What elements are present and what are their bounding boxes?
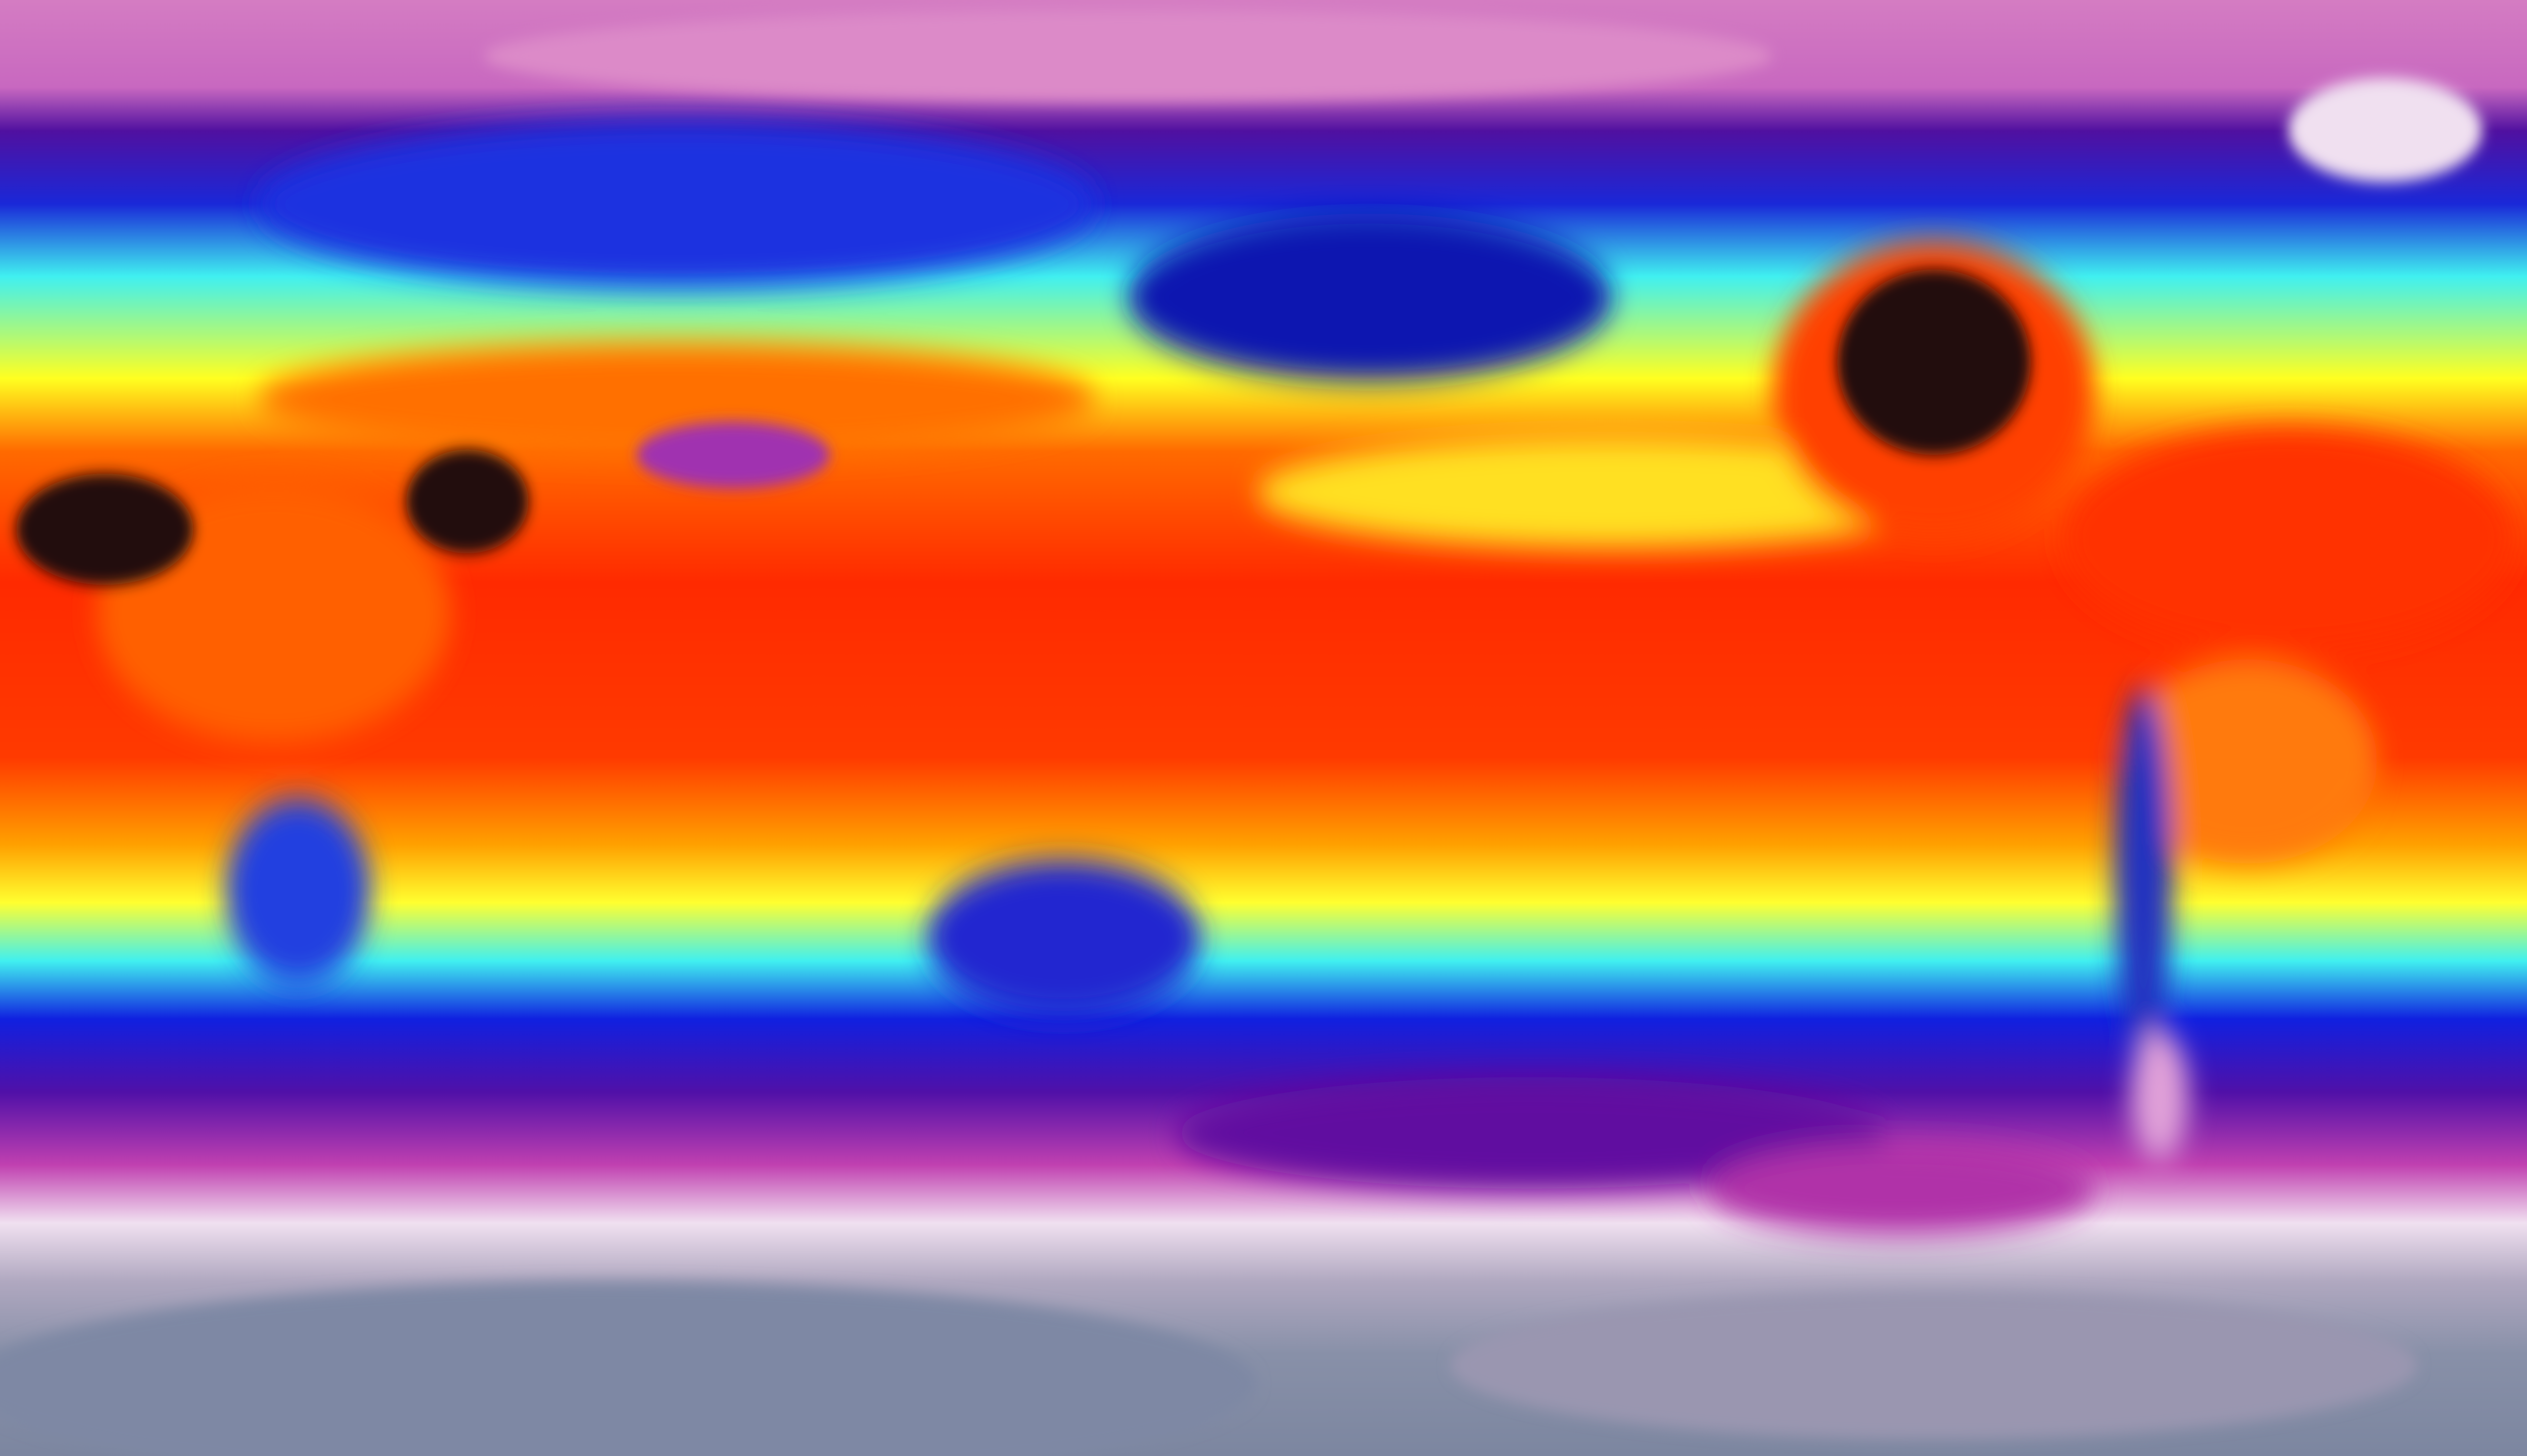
north-pacific-cold xyxy=(1128,213,1612,381)
arabia-hot xyxy=(406,449,529,554)
amazon-warm xyxy=(2119,659,2377,864)
north-america-hot xyxy=(1837,269,2031,455)
southern-ocean-magenta xyxy=(1708,1142,2095,1235)
siberia-cold xyxy=(258,120,1096,288)
eurasia-warm xyxy=(258,343,1096,455)
atlantic-warm xyxy=(2063,427,2514,650)
sahara-hot xyxy=(16,474,194,585)
antarctica-west xyxy=(1450,1290,2418,1439)
antarctica-east xyxy=(0,1281,1257,1456)
arctic-ocean xyxy=(483,9,1773,103)
southern-africa-cool xyxy=(225,799,371,984)
andes-cool xyxy=(2114,687,2173,1059)
australia-cool xyxy=(926,860,1201,1016)
greenland-ice xyxy=(2288,78,2482,182)
pacific-warm-band xyxy=(1257,436,1967,548)
patagonia-cold xyxy=(2130,1030,2189,1161)
south-pacific-purple xyxy=(1176,1077,1886,1189)
tibet-cold xyxy=(636,421,830,489)
